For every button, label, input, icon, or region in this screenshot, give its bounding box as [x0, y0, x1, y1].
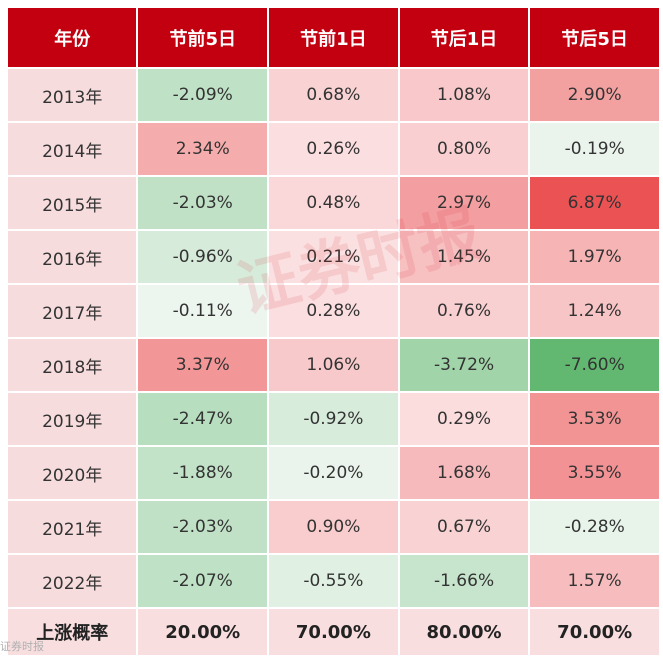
- table-row: 2022年 -2.07% -0.55% -1.66% 1.57%: [8, 555, 659, 607]
- header-pre-1d: 节前1日: [269, 8, 398, 67]
- year-cell: 2017年: [8, 285, 137, 337]
- return-cell: 1.06%: [269, 339, 398, 391]
- return-cell: 1.97%: [530, 231, 659, 283]
- return-cell: 0.68%: [269, 69, 398, 121]
- footer-value: 20.00%: [138, 609, 268, 655]
- table-row: 2017年 -0.11% 0.28% 0.76% 1.24%: [8, 285, 659, 337]
- return-cell: 0.21%: [269, 231, 398, 283]
- table-row: 2019年 -2.47% -0.92% 0.29% 3.53%: [8, 393, 659, 445]
- return-cell: 0.29%: [399, 393, 529, 445]
- return-cell: -0.28%: [530, 501, 659, 553]
- return-cell: 3.55%: [530, 447, 659, 499]
- footer-value: 70.00%: [269, 609, 398, 655]
- footer-value: 70.00%: [530, 609, 659, 655]
- year-cell: 2016年: [8, 231, 137, 283]
- return-cell: -1.88%: [138, 447, 268, 499]
- return-cell: -1.66%: [399, 555, 529, 607]
- return-cell: 1.68%: [399, 447, 529, 499]
- return-cell: 0.67%: [399, 501, 529, 553]
- footer-label: 上涨概率: [8, 609, 137, 655]
- return-cell: 0.26%: [269, 123, 398, 175]
- return-cell: -2.07%: [138, 555, 268, 607]
- header-year: 年份: [8, 8, 137, 67]
- footer-value: 80.00%: [399, 609, 529, 655]
- return-cell: -0.92%: [269, 393, 398, 445]
- return-cell: -0.55%: [269, 555, 398, 607]
- year-cell: 2020年: [8, 447, 137, 499]
- year-cell: 2018年: [8, 339, 137, 391]
- header-row: 年份 节前5日 节前1日 节后1日 节后5日: [8, 8, 659, 67]
- return-cell: -0.96%: [138, 231, 268, 283]
- return-cell: 3.37%: [138, 339, 268, 391]
- return-cell: 3.53%: [530, 393, 659, 445]
- footer-row: 上涨概率 20.00% 70.00% 80.00% 70.00%: [8, 609, 659, 655]
- return-cell: -2.09%: [138, 69, 268, 121]
- return-cell: 2.97%: [399, 177, 529, 229]
- return-cell: -0.11%: [138, 285, 268, 337]
- return-cell: 1.24%: [530, 285, 659, 337]
- return-cell: 0.48%: [269, 177, 398, 229]
- year-cell: 2015年: [8, 177, 137, 229]
- year-cell: 2014年: [8, 123, 137, 175]
- year-cell: 2019年: [8, 393, 137, 445]
- header-pre-5d: 节前5日: [138, 8, 268, 67]
- return-cell: 2.90%: [530, 69, 659, 121]
- return-cell: 6.87%: [530, 177, 659, 229]
- return-cell: 1.45%: [399, 231, 529, 283]
- table-row: 2015年 -2.03% 0.48% 2.97% 6.87%: [8, 177, 659, 229]
- return-cell: 0.80%: [399, 123, 529, 175]
- return-cell: 0.28%: [269, 285, 398, 337]
- return-cell: 2.34%: [138, 123, 268, 175]
- return-cell: -2.03%: [138, 501, 268, 553]
- return-cell: -2.03%: [138, 177, 268, 229]
- return-cell: 0.90%: [269, 501, 398, 553]
- return-cell: 1.57%: [530, 555, 659, 607]
- return-cell: 0.76%: [399, 285, 529, 337]
- returns-table-container: 年份 节前5日 节前1日 节后1日 节后5日 2013年 -2.09% 0.68% 1…: [8, 8, 663, 664]
- return-cell: -3.72%: [399, 339, 529, 391]
- return-cell: -2.47%: [138, 393, 268, 445]
- year-cell: 2022年: [8, 555, 137, 607]
- header-post-1d: 节后1日: [399, 8, 529, 67]
- table-row: 2020年 -1.88% -0.20% 1.68% 3.55%: [8, 447, 659, 499]
- table-body: 2013年 -2.09% 0.68% 1.08% 2.90% 2014年 2.34% 0.26…: [8, 69, 659, 607]
- table-row: 2013年 -2.09% 0.68% 1.08% 2.90%: [8, 69, 659, 121]
- header-post-5d: 节后5日: [530, 8, 659, 67]
- return-cell: -0.20%: [269, 447, 398, 499]
- year-cell: 2013年: [8, 69, 137, 121]
- return-cell: -0.19%: [530, 123, 659, 175]
- table-row: 2018年 3.37% 1.06% -3.72% -7.60%: [8, 339, 659, 391]
- table-row: 2016年 -0.96% 0.21% 1.45% 1.97%: [8, 231, 659, 283]
- return-cell: 1.08%: [399, 69, 529, 121]
- table-row: 2021年 -2.03% 0.90% 0.67% -0.28%: [8, 501, 659, 553]
- returns-table: 年份 节前5日 节前1日 节后1日 节后5日 2013年 -2.09% 0.68% 1…: [6, 6, 661, 657]
- year-cell: 2021年: [8, 501, 137, 553]
- return-cell: -7.60%: [530, 339, 659, 391]
- table-row: 2014年 2.34% 0.26% 0.80% -0.19%: [8, 123, 659, 175]
